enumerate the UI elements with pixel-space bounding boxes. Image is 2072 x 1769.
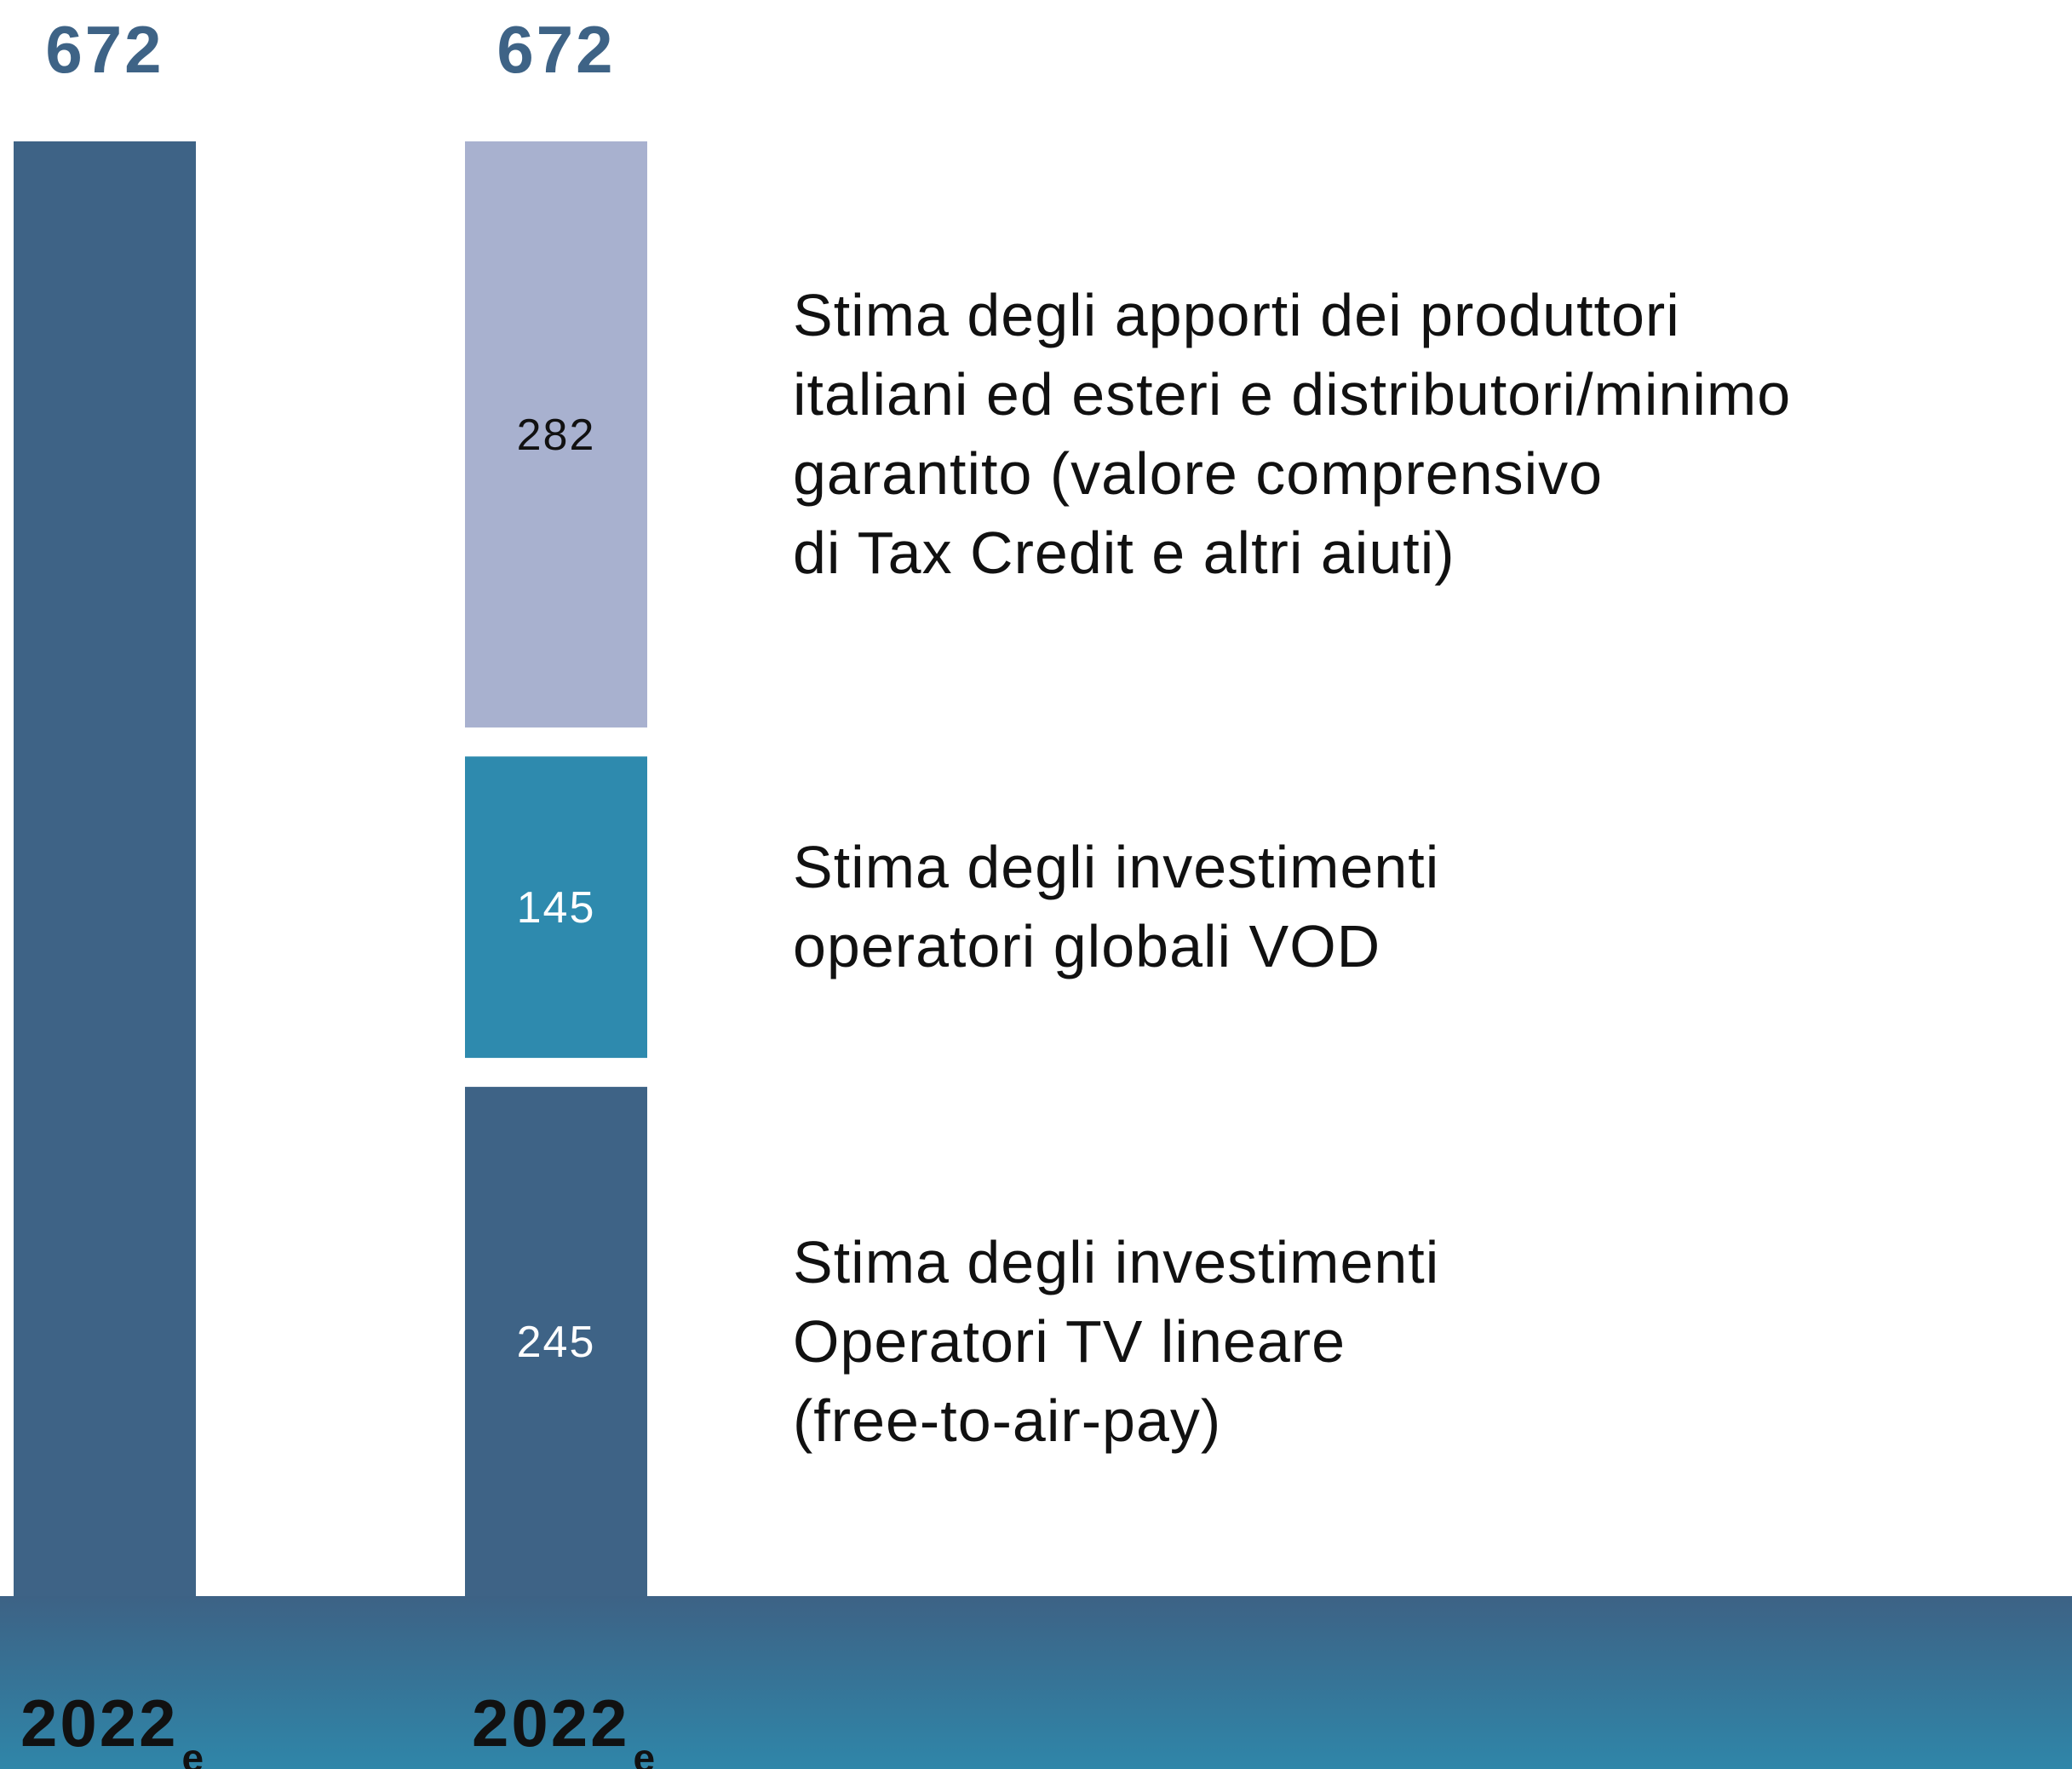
baseline-band <box>0 1596 2072 1769</box>
x-tick-label: 2022e <box>472 1686 657 1769</box>
category: 2022 <box>20 1686 179 1760</box>
bar-segment <box>465 1087 647 1596</box>
value-label: 282 <box>517 411 596 460</box>
legend-entry: Stima degli investimenti operatori globa… <box>793 834 1440 980</box>
bar <box>14 141 196 1596</box>
bar-segment <box>465 141 647 728</box>
category-suffix: e <box>634 1736 658 1769</box>
total-label: 672 <box>496 12 615 87</box>
legend-entry: Stima degli apporti dei produttori itali… <box>793 282 1792 587</box>
bar-segment <box>465 756 647 1059</box>
category-suffix: e <box>182 1736 207 1769</box>
x-tick-label: 2022e <box>20 1686 206 1769</box>
value-label: 145 <box>517 883 596 933</box>
total-label: 672 <box>45 12 164 87</box>
category: 2022 <box>472 1686 630 1760</box>
value-label: 245 <box>517 1318 596 1367</box>
legend-entry: Stima degli investimenti Operatori TV li… <box>793 1228 1440 1454</box>
